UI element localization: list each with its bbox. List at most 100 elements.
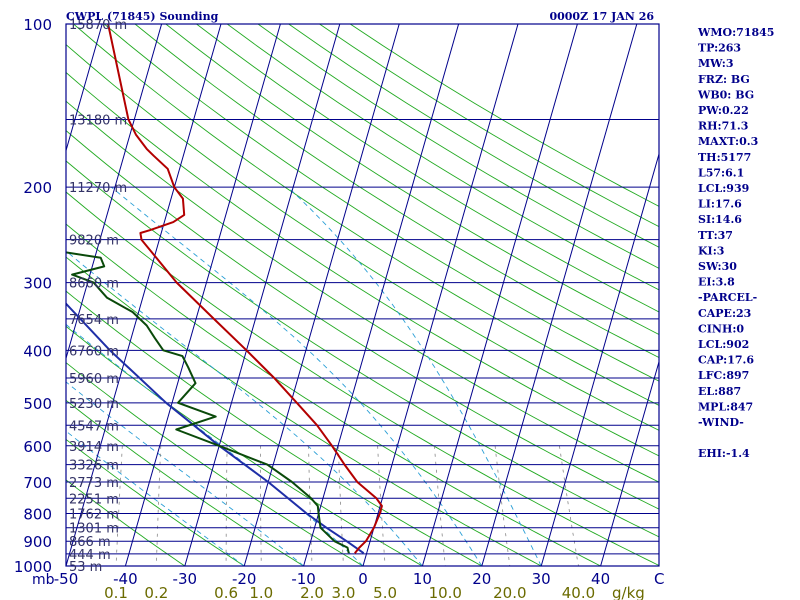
- isotherm-line: [362, 24, 519, 566]
- index-item: LFC:897: [698, 369, 749, 382]
- mixing-ratio-label: 5.0: [373, 584, 397, 600]
- height-label: 7654 m: [69, 313, 119, 328]
- pressure-tick-label: 400: [23, 342, 52, 360]
- isotherm-line: [66, 24, 103, 153]
- valid-time: 0000Z 17 JAN 26: [549, 10, 654, 23]
- index-item: L57:6.1: [698, 166, 744, 179]
- height-label: 5960 m: [69, 372, 119, 387]
- height-label: 866 m: [69, 535, 111, 550]
- height-label: 9820 m: [69, 234, 119, 249]
- dewpoint-trace: [66, 251, 350, 554]
- moist-adiabat-line: [66, 323, 364, 566]
- pressure-tick-label: 1000: [14, 558, 52, 576]
- index-item: MW:3: [698, 57, 734, 70]
- moist-adiabat-line: [287, 186, 542, 566]
- index-item: LI:17.6: [698, 198, 742, 211]
- mixing-ratio-label: 2.0: [300, 584, 324, 600]
- temperature-tick-label: -20: [232, 570, 257, 588]
- temperature-tick-label: -30: [173, 570, 198, 588]
- index-item: WMO:71845: [697, 26, 774, 39]
- plot-frame: [65, 23, 660, 567]
- index-item: TT:37: [698, 229, 733, 242]
- mixing-ratio-label: 0.2: [144, 584, 168, 600]
- index-item: -PARCEL-: [698, 291, 757, 304]
- index-item: EI:3.8: [698, 276, 735, 289]
- isotherm-line: [421, 24, 578, 566]
- index-item: MPL:847: [698, 400, 753, 413]
- index-item: -WIND-: [698, 416, 744, 429]
- profiles: [66, 24, 383, 555]
- index-item: MAXT:0.3: [698, 135, 758, 148]
- isotherm-line: [600, 359, 659, 566]
- temperature-tick-label: 0: [358, 570, 368, 588]
- chart-title: CWPL (71845) Sounding: [66, 10, 219, 23]
- height-label: 8660 m: [69, 277, 119, 292]
- mixing-ratio-label: 20.0: [493, 584, 526, 600]
- isotherm-line: [184, 24, 341, 566]
- temperature-tick-label: 30: [532, 570, 551, 588]
- height-label: 3914 m: [69, 440, 119, 455]
- mixing-ratio-label: 1.0: [249, 584, 273, 600]
- height-label: 2773 m: [69, 476, 119, 491]
- height-label: 1301 m: [69, 522, 119, 537]
- temperature-tick-label: -50: [54, 570, 79, 588]
- mixing-ratio-label: 40.0: [562, 584, 595, 600]
- pressure-tick-label: 800: [23, 505, 52, 523]
- index-item: LCL:902: [698, 338, 749, 351]
- pressure-tick-label: 300: [23, 275, 52, 293]
- mixing-ratio-unit-label: g/kg: [612, 584, 645, 600]
- mixing-ratio-label: 0.1: [104, 584, 128, 600]
- mixing-ratio-line: [377, 445, 386, 566]
- isotherm-line: [66, 24, 163, 361]
- pressure-tick-label: 100: [23, 16, 52, 34]
- mixing-ratio-line: [494, 445, 511, 566]
- index-item: RH:71.3: [698, 120, 748, 133]
- height-label: 4547 m: [69, 419, 119, 434]
- mixing-ratio-line: [225, 445, 228, 566]
- height-label: 15870 m: [69, 18, 127, 33]
- mixing-ratio-line: [337, 445, 344, 566]
- temperature-tick-label: -10: [291, 570, 316, 588]
- pressure-unit-label: mb: [32, 572, 55, 588]
- height-label: 2251 m: [69, 492, 119, 507]
- isotherm-line: [303, 24, 460, 566]
- pressure-tick-label: 700: [23, 474, 52, 492]
- height-label: 11270 m: [69, 181, 127, 196]
- height-label: 13180 m: [69, 113, 127, 128]
- index-item: SW:30: [698, 260, 737, 273]
- temperature-tick-label: 20: [472, 570, 491, 588]
- mixing-ratio-line: [434, 445, 446, 566]
- isotherm-line: [481, 24, 638, 566]
- isotherm-line: [243, 24, 400, 566]
- mixing-ratio-label: 10.0: [429, 584, 462, 600]
- index-item: TH:5177: [698, 151, 751, 164]
- pressure-tick-label: 600: [23, 438, 52, 456]
- index-item: CINH:0: [698, 322, 744, 335]
- mixing-ratio-line: [115, 445, 123, 566]
- temperature-tick-label: 10: [413, 570, 432, 588]
- pressure-tick-label: 900: [23, 533, 52, 551]
- mixing-ratio-label: 0.6: [214, 584, 238, 600]
- index-item: PW:0.22: [698, 104, 749, 117]
- isotherm-line: [540, 152, 659, 566]
- height-label: 5230 m: [69, 397, 119, 412]
- mixing-ratio-line: [308, 445, 313, 566]
- index-item: KI:3: [698, 244, 724, 257]
- mixing-ratio-line: [155, 445, 162, 566]
- temperature-tick-label: -40: [113, 570, 138, 588]
- height-label: 6760 m: [69, 344, 119, 359]
- index-item: FRZ: BG: [698, 73, 750, 86]
- isotherm-line: [124, 24, 281, 566]
- index-item: SI:14.6: [698, 213, 742, 226]
- index-item: LCL:939: [698, 182, 749, 195]
- temperature-trace: [107, 24, 383, 554]
- indices-panel: WMO:71845 TP:263 MW:3 FRZ: BG WB0: BG PW:0.22…: [697, 26, 774, 460]
- mixing-ratio-label: 3.0: [332, 584, 356, 600]
- height-label: 3326 m: [69, 459, 119, 474]
- index-item: CAP:17.6: [698, 354, 754, 367]
- pressure-tick-label: 200: [23, 179, 52, 197]
- isotherm-line: [66, 24, 222, 566]
- height-label: 444 m: [69, 548, 111, 563]
